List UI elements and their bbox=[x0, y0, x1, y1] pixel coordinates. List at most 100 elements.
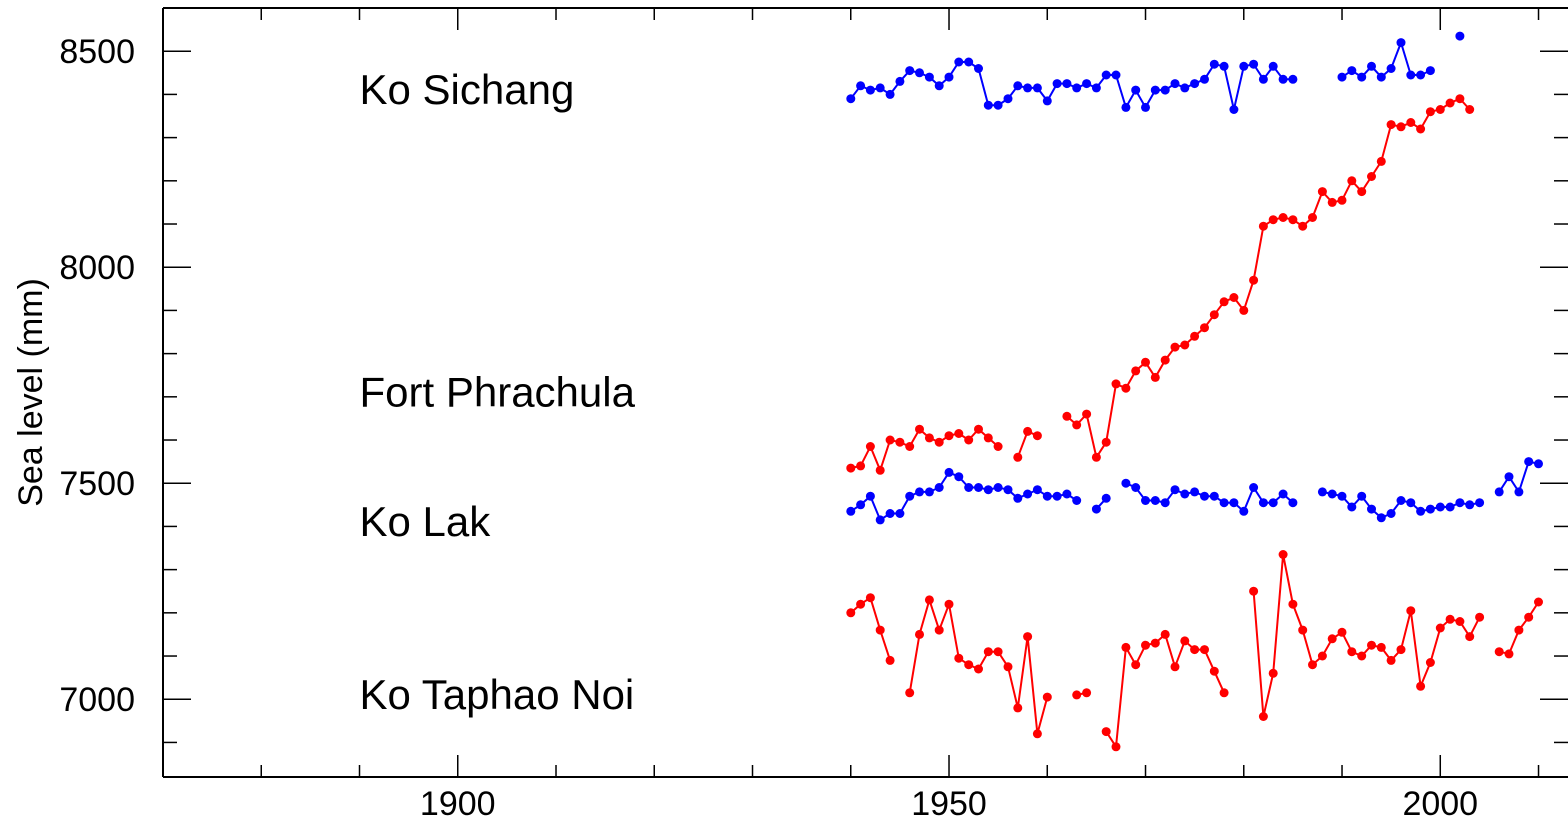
data-point bbox=[974, 424, 983, 434]
data-point bbox=[1268, 668, 1278, 678]
data-point bbox=[1160, 498, 1170, 508]
data-point bbox=[1406, 118, 1416, 127]
data-point bbox=[1052, 79, 1062, 89]
data-point bbox=[1190, 79, 1200, 89]
data-point bbox=[1288, 74, 1298, 84]
data-point bbox=[1455, 94, 1465, 104]
data-point bbox=[1396, 496, 1406, 505]
data-point bbox=[1534, 459, 1543, 469]
data-point bbox=[1386, 120, 1396, 130]
data-point bbox=[1435, 105, 1445, 114]
data-point bbox=[885, 435, 895, 445]
data-point bbox=[915, 424, 924, 434]
data-point bbox=[1475, 498, 1485, 508]
data-point bbox=[1209, 59, 1219, 69]
data-point bbox=[1347, 647, 1357, 657]
data-point bbox=[1082, 688, 1092, 698]
data-point bbox=[1249, 483, 1259, 492]
data-point bbox=[1209, 491, 1219, 501]
station-labels: Ko Sichang Fort Phrachula Ko Lak Ko Taphao … bbox=[360, 66, 636, 718]
data-point bbox=[1042, 96, 1052, 106]
data-point bbox=[1032, 729, 1042, 739]
data-point bbox=[1170, 79, 1180, 89]
data-point bbox=[1180, 83, 1190, 93]
station-label: Fort Phrachula bbox=[360, 369, 636, 416]
data-point bbox=[954, 57, 964, 67]
data-point bbox=[974, 664, 983, 674]
data-point bbox=[1258, 712, 1268, 721]
data-point bbox=[1317, 187, 1327, 197]
data-point bbox=[1494, 487, 1504, 497]
data-point bbox=[1072, 83, 1082, 93]
data-point bbox=[1111, 70, 1121, 80]
data-point bbox=[1278, 489, 1288, 499]
data-point bbox=[1425, 66, 1435, 76]
data-point bbox=[1258, 221, 1268, 231]
data-point bbox=[1406, 498, 1416, 508]
y-tick-label: 7500 bbox=[59, 465, 135, 503]
data-point bbox=[1229, 105, 1239, 114]
data-point bbox=[865, 442, 875, 451]
data-point bbox=[1101, 70, 1111, 80]
data-point bbox=[1003, 662, 1013, 672]
data-point bbox=[905, 66, 915, 76]
data-point bbox=[993, 442, 1003, 451]
data-point bbox=[1327, 489, 1337, 499]
data-point bbox=[865, 593, 875, 603]
data-point bbox=[915, 487, 924, 497]
data-point bbox=[1141, 102, 1150, 112]
data-point bbox=[1091, 83, 1101, 93]
data-point bbox=[905, 491, 915, 501]
data-point bbox=[1219, 688, 1229, 698]
data-point bbox=[1111, 742, 1121, 752]
data-point bbox=[875, 515, 885, 525]
data-point bbox=[1141, 357, 1150, 367]
data-point bbox=[1082, 79, 1092, 89]
data-point bbox=[1013, 81, 1023, 91]
data-point bbox=[1445, 98, 1455, 108]
data-point bbox=[1465, 500, 1475, 510]
data-point bbox=[983, 647, 993, 657]
data-point bbox=[856, 81, 866, 91]
data-point bbox=[1111, 379, 1121, 389]
data-point bbox=[915, 629, 924, 639]
data-point bbox=[1180, 489, 1190, 499]
data-point bbox=[1160, 629, 1170, 639]
data-point bbox=[915, 68, 924, 78]
data-point bbox=[1298, 625, 1308, 635]
data-point bbox=[1219, 498, 1229, 508]
data-point bbox=[1376, 513, 1386, 523]
data-point bbox=[1170, 662, 1180, 672]
data-point bbox=[983, 433, 993, 443]
data-point bbox=[954, 653, 964, 663]
data-point bbox=[1150, 496, 1160, 505]
data-point bbox=[1504, 649, 1514, 659]
data-point bbox=[1317, 487, 1327, 497]
data-point bbox=[865, 491, 875, 501]
data-point bbox=[1121, 478, 1131, 488]
data-point bbox=[1072, 690, 1082, 700]
data-point bbox=[993, 100, 1003, 110]
data-point bbox=[1367, 61, 1376, 71]
data-point bbox=[1317, 651, 1327, 661]
data-point bbox=[974, 483, 983, 492]
data-point bbox=[964, 57, 974, 67]
data-point bbox=[1209, 310, 1219, 320]
plot-frame bbox=[162, 7, 1568, 778]
data-point bbox=[1062, 411, 1072, 421]
data-point bbox=[1131, 85, 1141, 95]
data-point bbox=[1308, 660, 1317, 670]
series-1 bbox=[846, 31, 1465, 114]
data-point bbox=[1337, 72, 1347, 82]
x-tick-label: 2000 bbox=[1402, 785, 1478, 823]
data-point bbox=[1200, 74, 1209, 84]
data-point bbox=[974, 64, 983, 73]
data-point bbox=[1032, 83, 1042, 93]
data-point bbox=[1209, 666, 1219, 676]
data-point bbox=[1367, 640, 1376, 650]
data-point bbox=[1298, 221, 1308, 231]
data-point bbox=[905, 442, 915, 451]
data-point bbox=[1268, 61, 1278, 71]
data-point bbox=[1200, 323, 1209, 333]
